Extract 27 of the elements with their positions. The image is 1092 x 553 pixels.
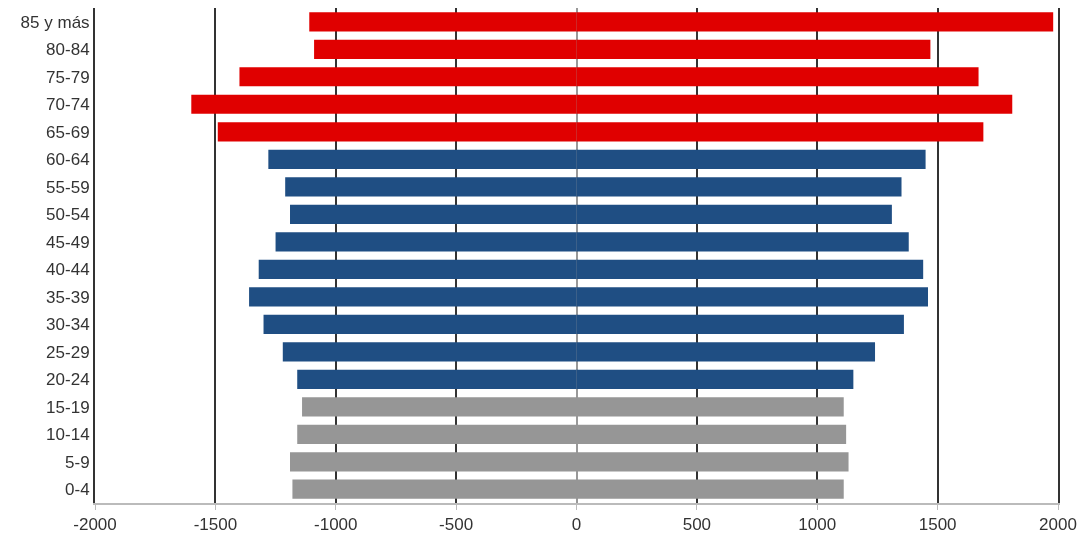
y-tick-label: 75-79 [46, 67, 90, 87]
y-tick-label: 85 y más [20, 12, 90, 32]
x-tick-label: 2000 [1039, 515, 1077, 535]
x-tick-label: -1500 [193, 515, 238, 535]
x-tick-label: -1000 [314, 515, 358, 535]
y-tick-label: 20-24 [46, 370, 90, 390]
y-tick-label: 50-54 [46, 205, 90, 225]
x-tick-label: -500 [439, 515, 474, 535]
y-tick-label: 15-19 [46, 397, 90, 417]
x-tick-label: 1500 [918, 515, 957, 535]
x-tick-label: -2000 [73, 515, 117, 535]
y-tick-label: 35-39 [46, 287, 90, 307]
y-tick-label: 55-59 [46, 177, 90, 197]
y-tick-label: 70-74 [46, 95, 90, 115]
y-tick-label: 25-29 [46, 342, 90, 362]
y-tick-label: 40-44 [46, 260, 90, 280]
y-tick-label: 5-9 [65, 452, 90, 472]
y-tick-label: 60-64 [46, 150, 90, 170]
x-tick-label: 500 [682, 515, 712, 535]
x-tick-label: 1000 [798, 515, 837, 535]
y-tick-label: 80-84 [46, 40, 90, 60]
y-tick-label: 0-4 [65, 480, 90, 500]
y-tick-label: 10-14 [46, 425, 90, 445]
x-tick-label: 0 [571, 515, 582, 535]
y-tick-label: 65-69 [46, 122, 90, 142]
y-tick-label: 45-49 [46, 232, 90, 252]
y-tick-label: 30-34 [46, 315, 90, 335]
